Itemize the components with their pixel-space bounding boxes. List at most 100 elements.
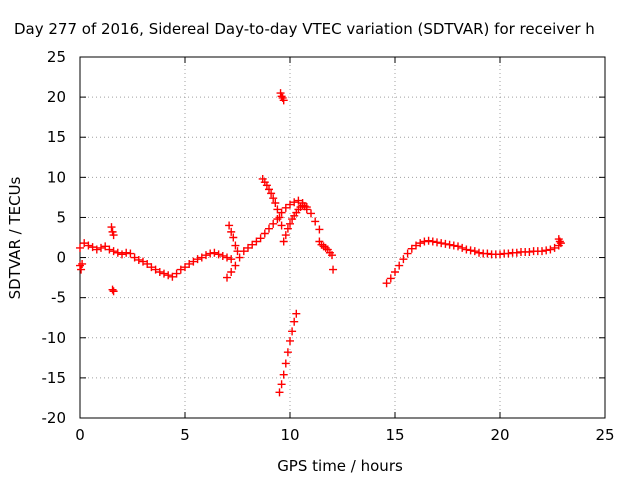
data-point: [77, 265, 86, 274]
data-point: [504, 249, 513, 258]
data-point: [231, 241, 240, 250]
data-point: [122, 248, 131, 257]
data-point: [118, 250, 126, 259]
data-point: [273, 205, 282, 214]
data-point: [283, 348, 292, 357]
data-point: [107, 223, 116, 232]
data-point: [399, 255, 408, 264]
data-point: [466, 246, 475, 255]
data-point: [223, 273, 231, 282]
data-point: [315, 225, 324, 234]
data-point: [433, 238, 441, 247]
data-point: [80, 239, 89, 248]
data-point: [265, 185, 273, 194]
data-point: [329, 265, 338, 274]
data-point: [139, 257, 147, 266]
data-point: [108, 285, 117, 294]
data-point: [239, 247, 248, 256]
data-point: [134, 255, 143, 264]
data-point: [311, 217, 320, 226]
data-point: [185, 259, 194, 268]
y-tick-label: 0: [56, 249, 66, 267]
data-point: [483, 249, 492, 258]
data-point: [275, 213, 284, 222]
data-point: [279, 96, 288, 105]
data-point: [277, 221, 286, 230]
data-point: [109, 287, 118, 296]
data-point: [290, 317, 299, 326]
data-point: [395, 261, 404, 270]
plot-frame: [79, 56, 606, 419]
data-point: [101, 242, 110, 251]
data-point: [307, 209, 315, 218]
data-point: [555, 237, 564, 246]
data-point: [428, 237, 437, 246]
data-point: [223, 253, 231, 262]
data-point: [403, 249, 412, 258]
data-point: [227, 267, 236, 276]
data-point: [302, 205, 311, 214]
data-point: [176, 265, 185, 274]
data-point: [290, 198, 299, 207]
data-point: [281, 359, 290, 368]
data-points: [76, 89, 565, 397]
data-point: [420, 237, 429, 246]
data-point: [84, 241, 93, 250]
data-point: [391, 267, 399, 276]
data-point: [542, 246, 551, 255]
data-point: [143, 259, 152, 268]
data-point: [105, 245, 114, 254]
data-point: [416, 239, 425, 248]
data-point: [269, 194, 278, 203]
data-point: [109, 231, 118, 240]
chart-title: Day 277 of 2016, Sidereal Day-to-day VTE…: [14, 20, 595, 38]
y-axis-label: SDTVAR / TECUs: [6, 176, 24, 299]
data-point: [155, 267, 164, 276]
data-point: [206, 249, 215, 258]
data-point: [252, 237, 261, 246]
data-point: [412, 241, 420, 250]
data-point: [279, 237, 288, 246]
data-point: [202, 251, 210, 260]
data-point: [445, 240, 454, 249]
data-point: [214, 250, 223, 259]
data-point: [538, 247, 546, 256]
data-point: [277, 92, 286, 101]
x-tick-label: 15: [385, 426, 404, 444]
data-point: [76, 243, 84, 252]
data-point: [130, 253, 139, 262]
data-point: [225, 221, 234, 230]
data-point: [244, 243, 252, 252]
data-point: [189, 257, 198, 266]
data-point: [210, 248, 219, 257]
data-point: [475, 248, 483, 257]
data-point: [218, 251, 227, 260]
data-point: [550, 243, 559, 252]
data-point: [281, 203, 290, 212]
data-point: [277, 208, 286, 217]
data-point: [88, 243, 97, 252]
data-point: [470, 247, 479, 256]
data-point: [458, 243, 467, 252]
x-tick-label: 25: [595, 426, 614, 444]
data-point: [164, 271, 173, 280]
data-point: [231, 261, 240, 270]
data-point: [292, 309, 301, 318]
data-point: [147, 263, 156, 272]
data-point: [260, 229, 269, 238]
data-point: [160, 269, 168, 278]
data-point: [265, 224, 273, 233]
data-point: [193, 255, 202, 264]
y-tick-label: 15: [47, 128, 66, 146]
data-point: [328, 251, 336, 260]
y-tick-label: -20: [42, 409, 67, 427]
data-point: [279, 370, 288, 379]
data-point: [407, 244, 416, 253]
x-axis-label: GPS time / hours: [277, 457, 403, 475]
data-point: [283, 224, 292, 233]
grid-lines: [80, 57, 605, 418]
data-point: [197, 253, 206, 262]
data-point: [168, 272, 177, 281]
data-point: [235, 253, 244, 262]
data-point: [126, 249, 135, 258]
